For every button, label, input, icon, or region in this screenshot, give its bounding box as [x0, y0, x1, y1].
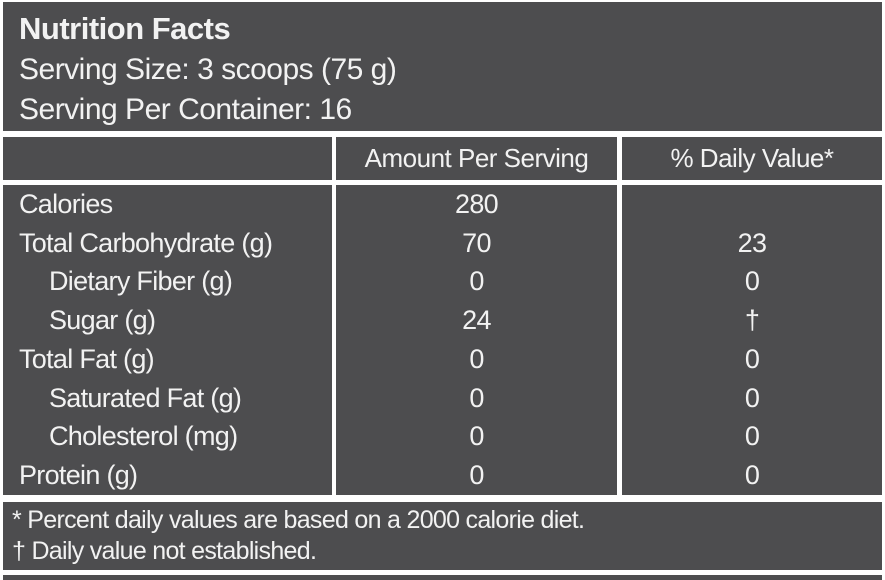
amount-value-total-fat: 0 — [469, 343, 484, 374]
footnotes-block: * Percent daily values are based on a 20… — [3, 502, 882, 570]
nutrient-name-saturated-fat: Saturated Fat (g) — [49, 382, 242, 413]
amount-per-serving-column: 280 70 0 24 0 0 0 0 — [336, 185, 617, 495]
daily-value-protein: 0 — [744, 460, 760, 491]
amount-value-total-carbohydrate: 70 — [462, 227, 491, 258]
servings-per-container-text: Serving Per Container: 16 — [19, 93, 352, 126]
nutrient-name-calories: Calories — [19, 188, 113, 219]
daily-value-total-fat: 0 — [744, 343, 760, 374]
amount-value-calories: 280 — [455, 188, 499, 219]
column-header-daily-value: % Daily Value* — [622, 137, 882, 180]
daily-value-cholesterol: 0 — [744, 421, 760, 452]
footnote-daily-value-not-established: † Daily value not established. — [12, 537, 317, 565]
daily-value-column: 23 0 † 0 0 0 0 — [622, 185, 882, 495]
label-header: Nutrition Facts Serving Size: 3 scoops (… — [3, 2, 882, 131]
amount-value-sugar: 24 — [462, 305, 491, 336]
bottom-cutoff-strip — [3, 575, 882, 580]
column-header-blank — [3, 137, 332, 180]
serving-size-text: Serving Size: 3 scoops (75 g) — [19, 53, 397, 86]
daily-value-sugar: † — [744, 305, 760, 336]
nutrient-name-total-carbohydrate: Total Carbohydrate (g) — [19, 227, 273, 258]
nutrient-name-total-fat: Total Fat (g) — [19, 343, 155, 374]
nutrient-name-column: Calories Total Carbohydrate (g) Dietary … — [3, 185, 332, 495]
nutrient-name-cholesterol: Cholesterol (mg) — [49, 421, 238, 452]
nutrient-name-dietary-fiber: Dietary Fiber (g) — [49, 266, 233, 297]
label-title: Nutrition Facts — [19, 11, 231, 46]
daily-value-dietary-fiber: 0 — [744, 266, 760, 297]
amount-value-dietary-fiber: 0 — [469, 266, 484, 297]
amount-value-cholesterol: 0 — [469, 421, 484, 452]
column-header-daily-value-label: % Daily Value* — [670, 143, 834, 173]
nutrient-name-sugar: Sugar (g) — [49, 305, 156, 336]
footnote-percent-daily-value: * Percent daily values are based on a 20… — [12, 506, 585, 534]
nutrient-name-protein: Protein (g) — [19, 460, 138, 491]
amount-value-saturated-fat: 0 — [469, 382, 484, 413]
daily-value-calories — [622, 185, 882, 224]
daily-value-saturated-fat: 0 — [744, 382, 760, 413]
daily-value-total-carbohydrate: 23 — [737, 227, 767, 258]
amount-value-protein: 0 — [469, 460, 484, 491]
column-header-amount-label: Amount Per Serving — [364, 143, 589, 173]
column-header-amount-per-serving: Amount Per Serving — [336, 137, 617, 180]
